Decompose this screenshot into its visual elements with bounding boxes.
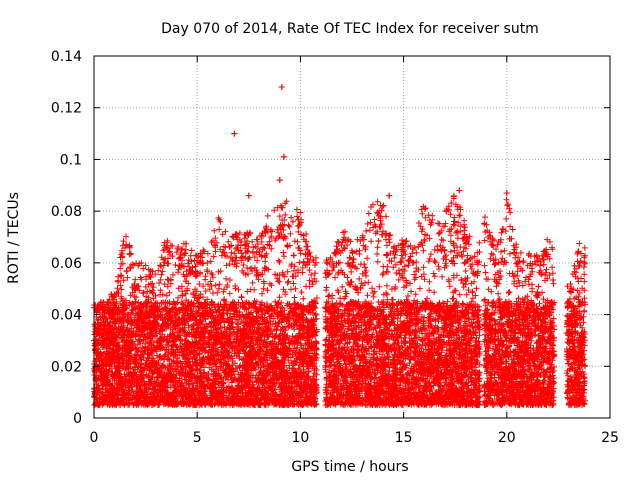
roti-markers [91,84,589,409]
data-points [91,84,589,409]
x-tick-label: 5 [193,430,202,446]
outlier-point [456,187,463,194]
x-tick-label: 10 [291,430,309,446]
outlier-point [280,153,287,160]
outlier-point [503,190,510,197]
y-tick-label: 0.12 [51,101,82,117]
outlier-point [386,192,393,199]
x-tick-label: 0 [90,430,99,446]
y-tick-label: 0.08 [51,204,82,220]
y-tick-label: 0 [73,411,82,427]
y-tick-label: 0.02 [51,359,82,375]
y-axis-label: ROTI / TECUs [6,192,22,284]
axis-ticks: 0 5 10 15 20 25 0 0.02 0.04 0.06 0.08 0.1 0.12 0.14 [51,49,619,446]
outlier-point [276,177,283,184]
x-tick-label: 25 [601,430,619,446]
y-tick-label: 0.14 [51,49,82,65]
y-tick-label: 0.06 [51,256,82,272]
y-tick-label: 0.1 [60,152,82,168]
x-tick-label: 15 [395,430,413,446]
plot-frame [93,55,611,419]
y-tick-label: 0.04 [51,308,82,324]
outlier-point [278,84,285,91]
outlier-point [231,130,238,137]
chart-title: Day 070 of 2014, Rate Of TEC Index for r… [161,21,539,37]
x-axis-label: GPS time / hours [291,459,408,475]
outlier-point [245,192,252,199]
x-tick-label: 20 [498,430,516,446]
